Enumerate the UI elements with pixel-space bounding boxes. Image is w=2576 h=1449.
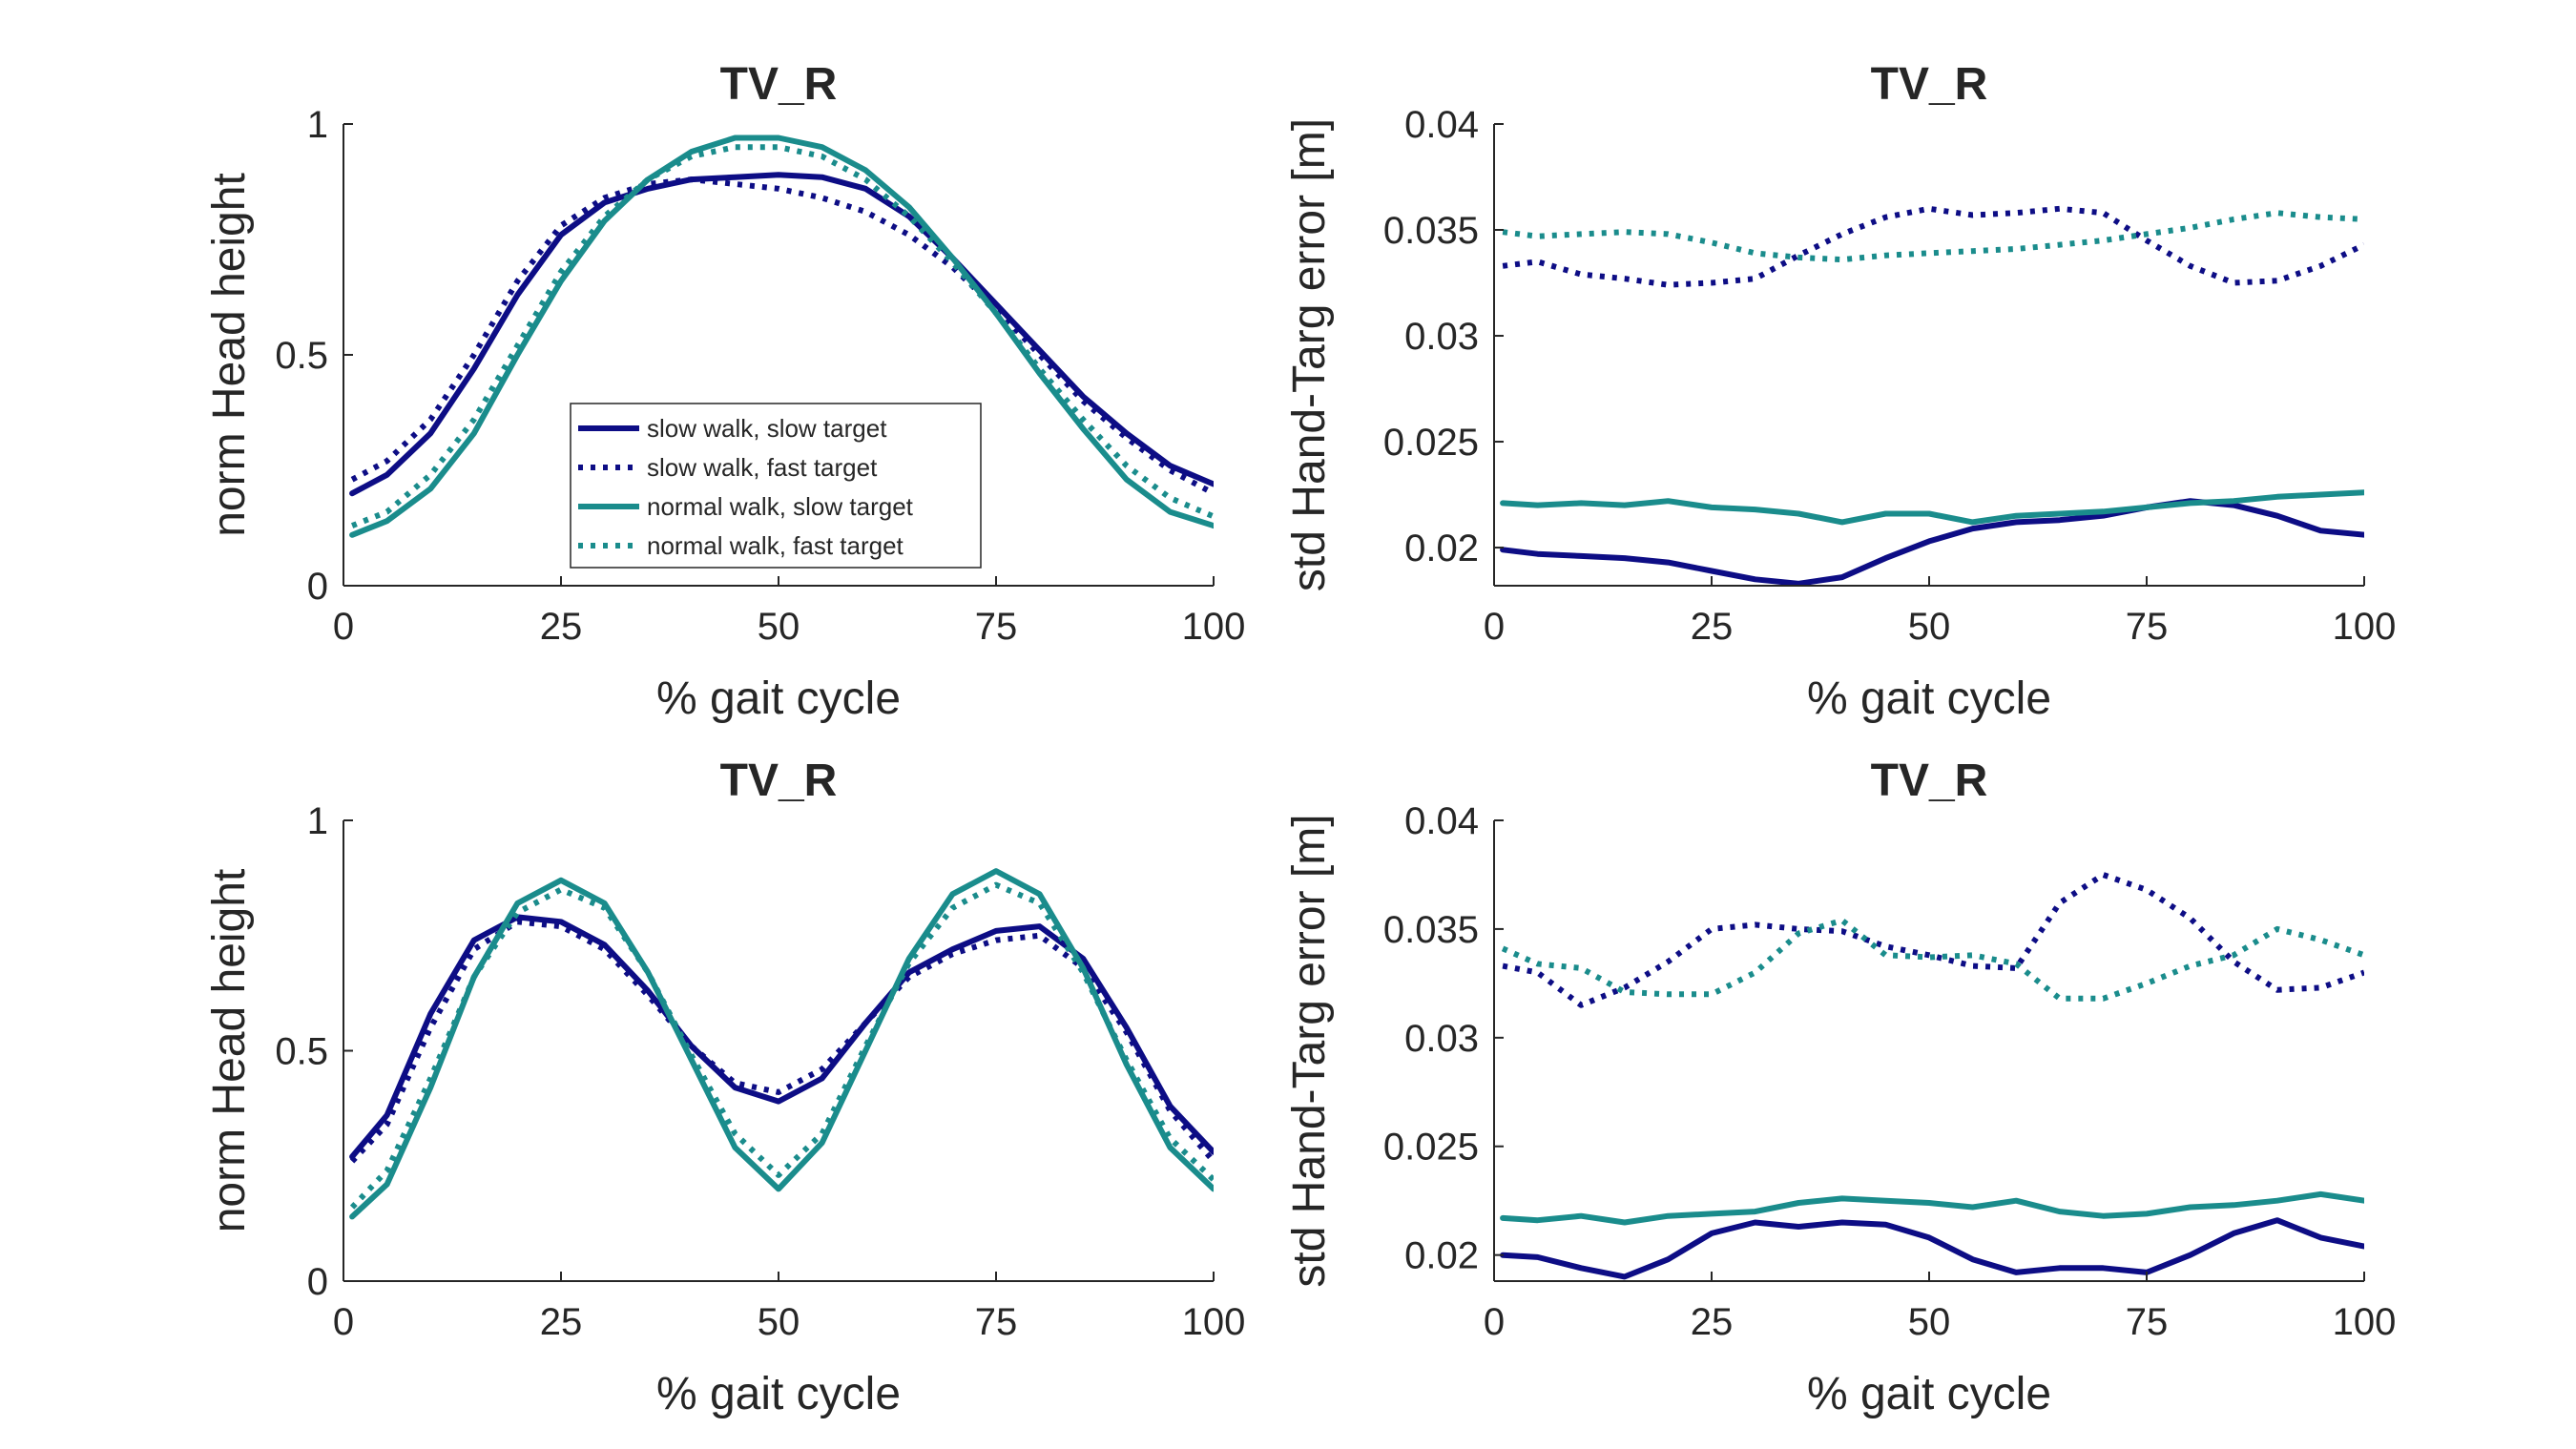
x-tick-label: 0 — [333, 1301, 354, 1343]
x-tick-label: 75 — [975, 1301, 1018, 1343]
x-tick-label: 100 — [1182, 1301, 1246, 1343]
chart-title: TV_R — [1871, 59, 1988, 110]
plot-area — [1500, 205, 2364, 586]
legend-entry-label: slow walk, slow target — [647, 414, 887, 443]
x-tick-label: 50 — [758, 606, 800, 648]
plot-area — [349, 868, 1214, 1220]
series-line-normal-walk-slow-target — [1500, 489, 2364, 526]
y-tick-label: 0.035 — [1383, 210, 1479, 252]
x-axis-label: % gait cycle — [656, 1369, 901, 1419]
series-line-normal-walk-fast-target — [349, 881, 1214, 1210]
y-axis-label: std Hand-Targ error [m] — [1284, 814, 1335, 1287]
legend-entry-label: normal walk, slow target — [647, 492, 914, 521]
subplot-4: 0 25 50 75 100 0.02 0.025 0.03 0.035 0.04 TV_R % ga… — [1284, 756, 2396, 1419]
y-tick-label: 1 — [307, 104, 328, 146]
legend-entry-label: normal walk, fast target — [647, 531, 904, 560]
x-tick-label: 50 — [758, 1301, 800, 1343]
x-axis-label: % gait cycle — [656, 673, 901, 724]
legend: slow walk, slow target slow walk, fast ta… — [570, 403, 982, 569]
plot-area — [349, 135, 1214, 538]
y-tick-label: 0 — [307, 566, 328, 608]
y-tick-label: 0.04 — [1404, 800, 1479, 842]
series-line-normal-walk-fast-target — [1502, 210, 2364, 263]
series-line-slow-walk-slow-target — [349, 914, 1214, 1160]
series-line-slow-walk-fast-target — [1502, 205, 2364, 288]
x-tick-label: 50 — [1908, 1301, 1951, 1343]
x-tick-label: 50 — [1908, 606, 1951, 648]
x-tick-label: 25 — [540, 606, 583, 648]
series-line-normal-walk-slow-target — [349, 868, 1214, 1220]
y-axis-label: norm Head height — [204, 869, 255, 1233]
chart-title: TV_R — [720, 59, 838, 110]
series-line-slow-walk-slow-target — [349, 172, 1214, 497]
x-tick-label: 25 — [540, 1301, 583, 1343]
x-axis-label: % gait cycle — [1807, 673, 2051, 724]
chart-title: TV_R — [1871, 756, 1988, 806]
y-tick-label: 0.5 — [275, 335, 328, 377]
series-line-normal-walk-fast-target — [1501, 917, 2364, 1002]
series-line-normal-walk-slow-target — [349, 135, 1214, 538]
y-tick-label: 0.5 — [275, 1031, 328, 1073]
subplot-2: 0 25 50 75 100 0.02 0.025 0.03 0.035 0.04 TV_R % ga… — [1284, 59, 2396, 724]
series-line-slow-walk-fast-target — [349, 919, 1214, 1164]
y-tick-label: 0 — [307, 1261, 328, 1303]
x-tick-label: 75 — [2126, 606, 2169, 648]
y-tick-label: 0.025 — [1383, 1127, 1479, 1169]
x-tick-label: 0 — [333, 606, 354, 648]
x-tick-label: 0 — [1484, 1301, 1505, 1343]
y-tick-label: 0.02 — [1404, 1235, 1479, 1277]
y-tick-label: 0.04 — [1404, 104, 1479, 146]
x-tick-label: 75 — [975, 606, 1018, 648]
y-tick-label: 1 — [307, 800, 328, 842]
y-tick-label: 0.02 — [1404, 528, 1479, 569]
y-tick-label: 0.025 — [1383, 422, 1479, 464]
plot-area — [1500, 872, 2364, 1280]
legend-entry-label: slow walk, fast target — [647, 453, 878, 482]
y-tick-label: 0.035 — [1383, 909, 1479, 951]
x-tick-label: 25 — [1691, 606, 1734, 648]
x-tick-label: 0 — [1484, 606, 1505, 648]
chart-title: TV_R — [720, 756, 838, 806]
y-tick-label: 0.03 — [1404, 1018, 1479, 1060]
series-line-slow-walk-fast-target — [350, 176, 1214, 496]
x-tick-label: 25 — [1691, 1301, 1734, 1343]
y-axis-label: std Hand-Targ error [m] — [1284, 118, 1335, 591]
series-line-normal-walk-slow-target — [1500, 1190, 2364, 1226]
x-tick-label: 75 — [2126, 1301, 2169, 1343]
x-axis-label: % gait cycle — [1807, 1369, 2051, 1419]
subplot-1: 0 25 50 75 100 0 0.5 1 TV_R % gait cycle norm Head… — [204, 59, 1245, 724]
y-tick-label: 0.03 — [1404, 316, 1479, 358]
series-line-slow-walk-slow-target — [1500, 1217, 2364, 1280]
x-tick-label: 100 — [2333, 1301, 2397, 1343]
series-line-slow-walk-fast-target — [1502, 872, 2364, 1008]
x-tick-label: 100 — [2333, 606, 2397, 648]
x-tick-label: 100 — [1182, 606, 1246, 648]
subplot-3: 0 25 50 75 100 0 0.5 1 TV_R % gait cycle norm Head… — [204, 756, 1245, 1419]
y-axis-label: norm Head height — [204, 173, 255, 537]
